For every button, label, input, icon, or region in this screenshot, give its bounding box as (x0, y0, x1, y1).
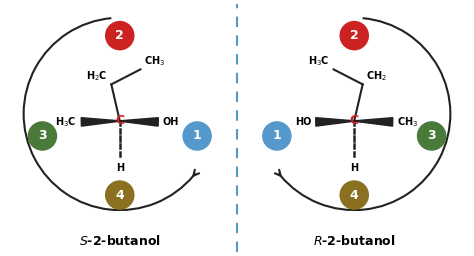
Text: H$_3$C: H$_3$C (309, 55, 330, 68)
Text: $\it{R}$-2-butanol: $\it{R}$-2-butanol (313, 234, 395, 249)
Circle shape (340, 22, 368, 50)
Text: 3: 3 (427, 130, 436, 143)
Text: CH$_3$: CH$_3$ (397, 115, 419, 129)
Text: H$_2$C: H$_2$C (86, 69, 108, 82)
Text: C: C (350, 114, 359, 127)
Text: H: H (350, 163, 358, 173)
Text: $\it{S}$-2-butanol: $\it{S}$-2-butanol (79, 234, 161, 249)
Text: CH$_2$: CH$_2$ (366, 69, 387, 82)
Polygon shape (352, 118, 393, 126)
Circle shape (106, 22, 134, 50)
Polygon shape (316, 118, 356, 126)
Circle shape (28, 122, 56, 150)
Circle shape (340, 181, 368, 209)
Polygon shape (118, 118, 158, 126)
Polygon shape (81, 118, 122, 126)
Circle shape (183, 122, 211, 150)
Circle shape (106, 181, 134, 209)
Text: H: H (116, 163, 124, 173)
Text: OH: OH (163, 117, 179, 127)
Text: 1: 1 (273, 130, 281, 143)
Text: 4: 4 (115, 189, 124, 201)
Text: 4: 4 (350, 189, 359, 201)
Circle shape (418, 122, 446, 150)
Text: H$_3$C: H$_3$C (55, 115, 77, 129)
Text: C: C (115, 114, 124, 127)
Text: 3: 3 (38, 130, 47, 143)
Text: CH$_3$: CH$_3$ (144, 55, 165, 68)
Text: 2: 2 (350, 29, 359, 42)
Circle shape (263, 122, 291, 150)
Text: 1: 1 (193, 130, 201, 143)
Text: 2: 2 (115, 29, 124, 42)
Text: HO: HO (295, 117, 311, 127)
